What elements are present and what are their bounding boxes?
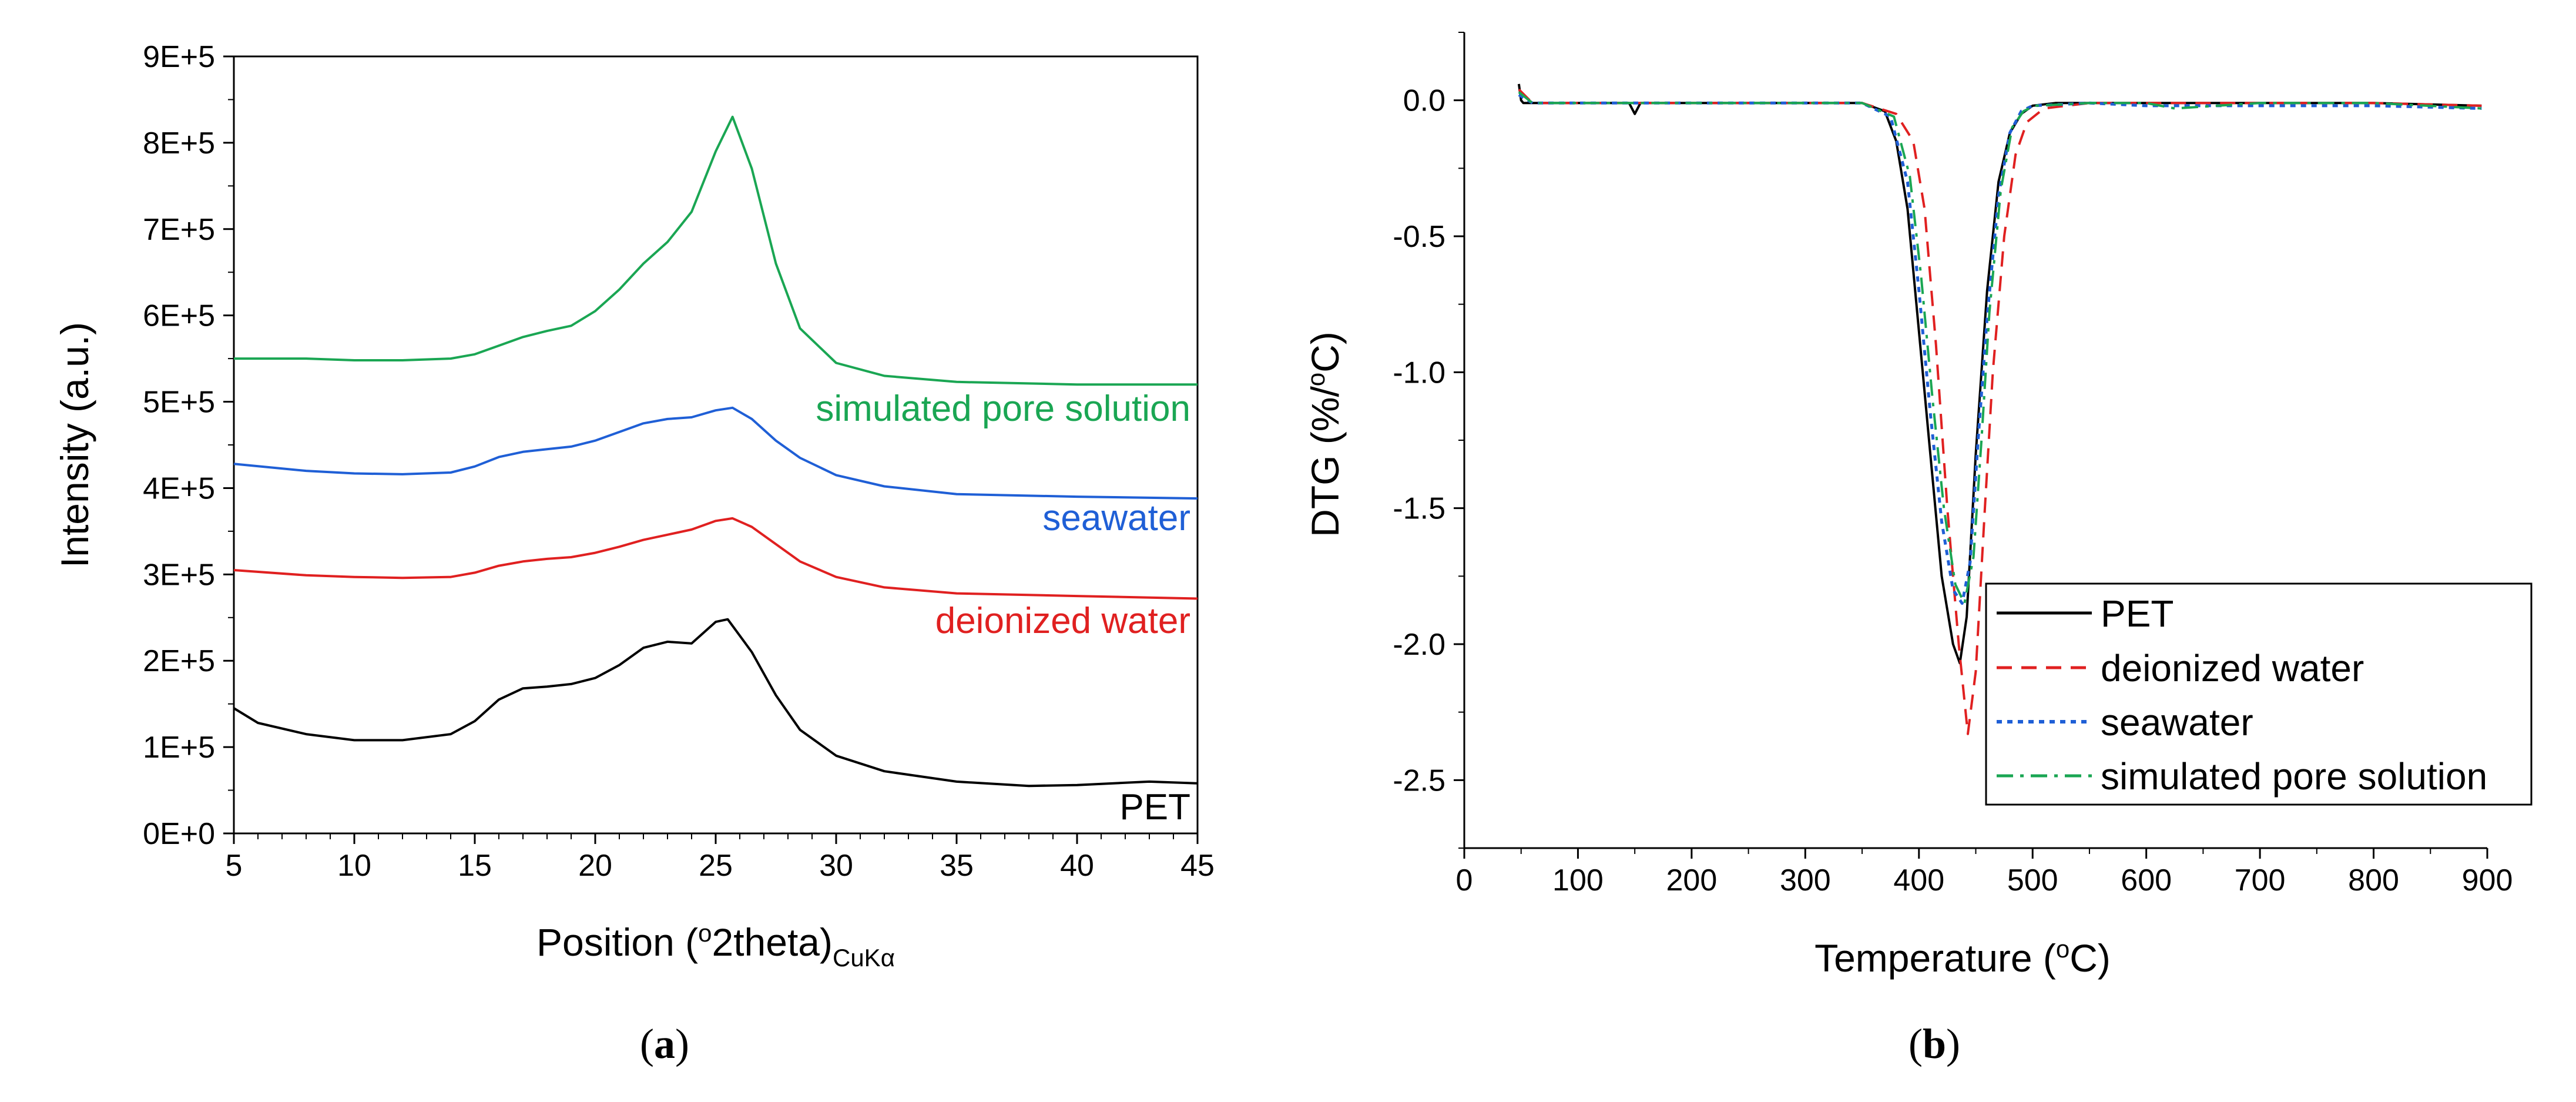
panel-a-y-tick-label: 4E+5 (143, 471, 215, 505)
panel-a-x-tick-label: 40 (1060, 849, 1094, 883)
legend-label-simulated-pore-solution: simulated pore solution (2101, 755, 2487, 798)
panel-b-series-deionized-water (1518, 88, 2482, 735)
panel-a-plot-frame (233, 55, 1199, 835)
panel-b-series-simulated-pore-solution (1518, 91, 2482, 605)
panel-a-y-tick-label: 6E+5 (143, 299, 215, 333)
panel-b-caption: (b) (1908, 1020, 1960, 1067)
panel-a-series-pet (233, 618, 1198, 788)
panel-b-x-tick-label: 200 (1666, 863, 1718, 897)
panel-a-x-tick-label: 20 (578, 849, 612, 883)
panel-a-caption: (a) (640, 1020, 689, 1067)
panel-b-x-axis-label: Temperature (oC) (1814, 935, 2111, 980)
legend-label-pet: PET (2101, 592, 2174, 635)
annotation-pet: PET (1119, 787, 1190, 828)
panel-a-x-axis-label: Position (o2theta)CuKα (536, 919, 895, 972)
panel-a-y-tick-label: 9E+5 (143, 40, 215, 74)
panel-a-y-axis-label: Intensity (a.u.) (53, 322, 96, 568)
panel-a-axis-ticks: 5 10 15 20 25 30 35 40 45 0E+0 1E+5 2E+5 3E+5 4E+5 5E+… (143, 40, 1215, 883)
panel-b-x-tick-label: 500 (2007, 863, 2058, 897)
panel-a-series-deionized-water (233, 517, 1198, 600)
panel-b-y-tick-label: -2.0 (1393, 628, 1445, 662)
panel-b-x-tick-label: 300 (1780, 863, 1831, 897)
annotation-simulated-pore-solution: simulated pore solution (816, 388, 1190, 429)
panel-b-x-tick-label: 600 (2121, 863, 2172, 897)
panel-a-y-tick-label: 7E+5 (143, 213, 215, 247)
panel-b-y-tick-label: -1.5 (1393, 492, 1445, 526)
panel-b-y-tick-label: -2.5 (1393, 763, 1445, 798)
panel-b-x-tick-label: 800 (2348, 863, 2399, 897)
panel-b-y-tick-label: -0.5 (1393, 220, 1445, 254)
panel-a-y-tick-label: 2E+5 (143, 644, 215, 678)
panel-b-y-tick-label: 0.0 (1403, 84, 1445, 118)
panel-b-dtg-chart: 0 100 200 300 400 500 600 700 800 900 0.0 -0.5 -1.0 -… (1302, 32, 2533, 1067)
panel-a-series-seawater (233, 406, 1198, 500)
panel-a-y-tick-label: 5E+5 (143, 386, 215, 420)
panel-a-y-tick-label: 3E+5 (143, 558, 215, 592)
panel-a-x-tick-label: 25 (699, 849, 733, 883)
panel-a-xrd-chart: 5 10 15 20 25 30 35 40 45 0E+0 1E+5 2E+5 3E+5 4E+5 5E+… (53, 40, 1215, 1067)
panel-b-y-tick-label: -1.0 (1393, 356, 1445, 390)
panel-a-x-tick-label: 35 (940, 849, 974, 883)
annotation-deionized-water: deionized water (935, 601, 1190, 641)
panel-a-series-simulated-pore-solution (234, 115, 1198, 386)
panel-b-x-tick-label: 100 (1552, 863, 1604, 897)
panel-b-x-tick-label: 900 (2462, 863, 2513, 897)
panel-a-x-tick-label: 5 (226, 849, 243, 883)
panel-b-y-axis-label: DTG (%/oC) (1302, 331, 1347, 537)
panel-a-x-tick-label: 10 (337, 849, 371, 883)
legend-label-seawater: seawater (2101, 701, 2253, 743)
legend-box (1985, 582, 2533, 806)
panel-b-series-pet (1517, 83, 2482, 665)
panel-b-x-tick-label: 0 (1456, 863, 1473, 897)
panel-b-x-tick-label: 400 (1893, 863, 1944, 897)
panel-b-series-group (1517, 83, 2482, 735)
panel-b-axis-ticks: 0 100 200 300 400 500 600 700 800 900 0.0 -0.5 -1.0 -… (1393, 32, 2513, 897)
panel-a-x-tick-label: 15 (458, 849, 492, 883)
panel-a-x-tick-label: 45 (1180, 849, 1215, 883)
panel-a-x-tick-label: 30 (819, 849, 853, 883)
panel-a-series-group (233, 115, 1198, 788)
legend: PET deionized water seawater simulated p… (1985, 582, 2533, 806)
panel-a-y-tick-label: 1E+5 (143, 731, 215, 765)
panel-a-y-tick-label: 8E+5 (143, 126, 215, 160)
panel-a-y-tick-label: 0E+0 (143, 817, 215, 851)
annotation-seawater: seawater (1042, 498, 1190, 538)
panel-b-x-tick-label: 700 (2235, 863, 2286, 897)
legend-label-deionized-water: deionized water (2101, 647, 2364, 689)
